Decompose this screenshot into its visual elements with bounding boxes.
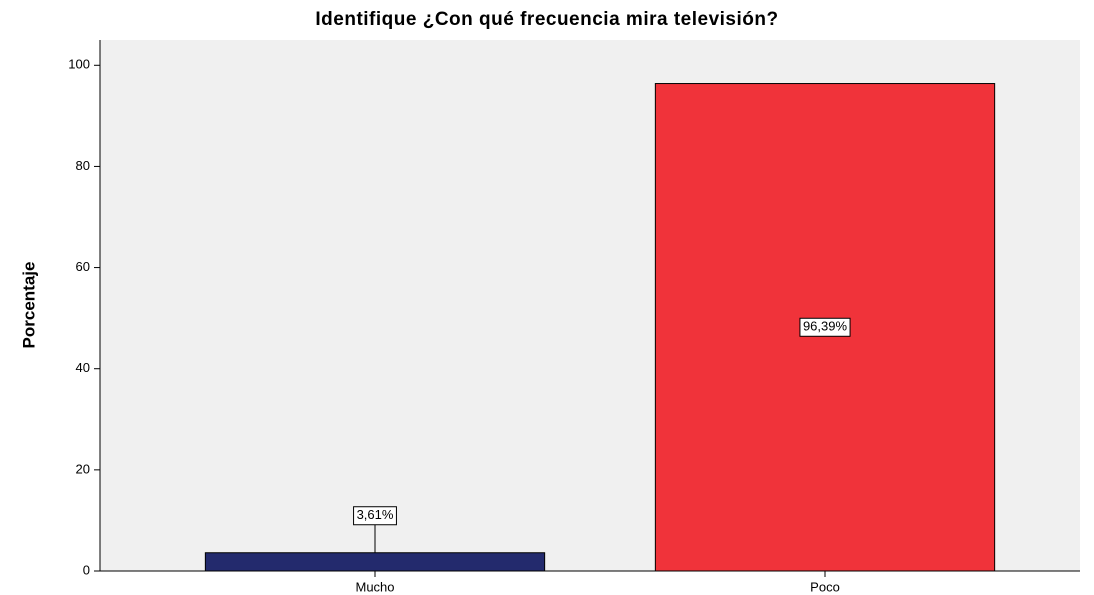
y-axis-label: Porcentaje: [19, 262, 38, 349]
label-box: [353, 506, 397, 526]
value-label: 96,39%: [803, 319, 848, 334]
y-tick-label: 60: [76, 259, 90, 274]
value-label: 3,61%: [357, 507, 394, 522]
y-tick-label: 100: [68, 57, 90, 72]
bar: [204, 552, 546, 572]
y-tick-label: 20: [76, 461, 90, 476]
x-tick-label: Mucho: [355, 579, 394, 594]
label-box: [799, 317, 851, 337]
y-tick-label: 80: [76, 158, 90, 173]
x-tick-label: Poco: [810, 579, 840, 594]
y-tick-label: 40: [76, 360, 90, 375]
chart-title: Identifique ¿Con qué frecuencia mira tel…: [315, 9, 778, 30]
y-tick-label: 0: [83, 562, 90, 577]
